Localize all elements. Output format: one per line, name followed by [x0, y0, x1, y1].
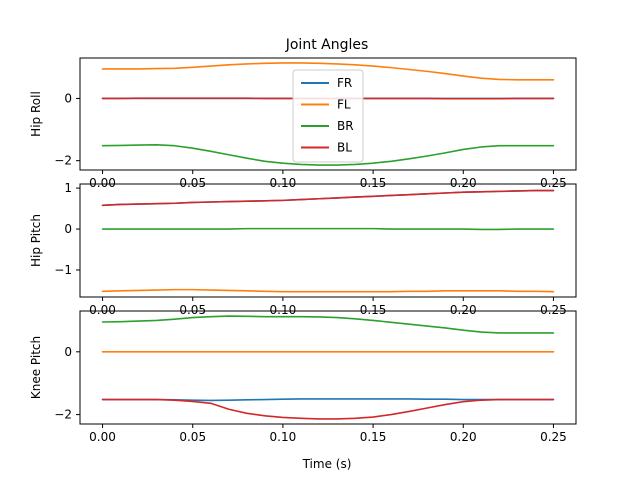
- x-tick-label-1-2: 0.10: [270, 176, 297, 190]
- x-tick-label-2-1: 0.05: [179, 303, 206, 317]
- x-tick-label-1-1: 0.05: [179, 176, 206, 190]
- subplot-1: 0.00 0.05 0.10 0.15 0.20 0.25 0 −2 Hip Roll: [29, 57, 577, 190]
- legend-label-br: BR: [337, 119, 354, 133]
- x-tick-label-1-5: 0.25: [540, 176, 567, 190]
- series-line-br-panel-2: [101, 227, 555, 231]
- legend-label-fr: FR: [337, 76, 352, 90]
- y-tick-label-2-0: 1: [64, 181, 72, 195]
- y-axis-label-2: Hip Pitch: [29, 214, 43, 267]
- x-tick-label-2-2: 0.10: [270, 303, 297, 317]
- x-axis-label: Time (s): [302, 457, 352, 471]
- y-tick-label-2-2: −1: [54, 263, 72, 277]
- x-tick-label-2-4: 0.20: [450, 303, 477, 317]
- legend: FR FL BR BL: [292, 69, 364, 163]
- y-tick-label-3-0: 0: [64, 345, 72, 359]
- axes-frame-2: [79, 183, 577, 298]
- y-axis-label-3: Knee Pitch: [29, 336, 43, 399]
- series-line-bl-panel-2: [101, 189, 555, 207]
- y-tick-label-1-0: 0: [64, 91, 72, 105]
- series-line-br-panel-3: [101, 315, 555, 334]
- x-tick-label-3-3: 0.15: [360, 430, 387, 444]
- x-tick-label-1-4: 0.20: [450, 176, 477, 190]
- legend-label-fl: FL: [337, 98, 351, 112]
- y-axis-label-1: Hip Roll: [29, 91, 43, 137]
- legend-box: [292, 69, 364, 163]
- subplot-3: 0.00 0.05 0.10 0.15 0.20 0.25 0 −2 Knee Pitch: [29, 310, 577, 444]
- series-line-br-panel-1: [101, 144, 555, 166]
- series-line-bl-panel-3: [101, 398, 555, 420]
- y-tick-label-2-1: 0: [64, 222, 72, 236]
- legend-label-bl: BL: [337, 141, 352, 155]
- axes-frame-3: [79, 310, 577, 425]
- chart-title: Joint Angles: [285, 37, 369, 53]
- y-tick-label-3-1: −2: [54, 408, 72, 422]
- x-tick-label-3-0: 0.00: [89, 430, 116, 444]
- x-tick-label-3-2: 0.10: [270, 430, 297, 444]
- y-tick-label-1-1: −2: [54, 154, 72, 168]
- x-tick-label-2-3: 0.15: [360, 303, 387, 317]
- x-tick-label-3-1: 0.05: [179, 430, 206, 444]
- x-tick-label-1-0: 0.00: [89, 176, 116, 190]
- x-tick-label-1-3: 0.15: [360, 176, 387, 190]
- x-tick-label-3-4: 0.20: [450, 430, 477, 444]
- x-tick-label-2-0: 0.00: [89, 303, 116, 317]
- subplot-2: 0.00 0.05 0.10 0.15 0.20 0.25 1 0 −1 Hip Pitch: [29, 181, 577, 317]
- x-tick-label-3-5: 0.25: [540, 430, 567, 444]
- x-tick-label-2-5: 0.25: [540, 303, 567, 317]
- axes-frame-1: [79, 57, 577, 171]
- series-line-fl-panel-2: [101, 288, 555, 293]
- series-line-fl-panel-1: [101, 62, 555, 81]
